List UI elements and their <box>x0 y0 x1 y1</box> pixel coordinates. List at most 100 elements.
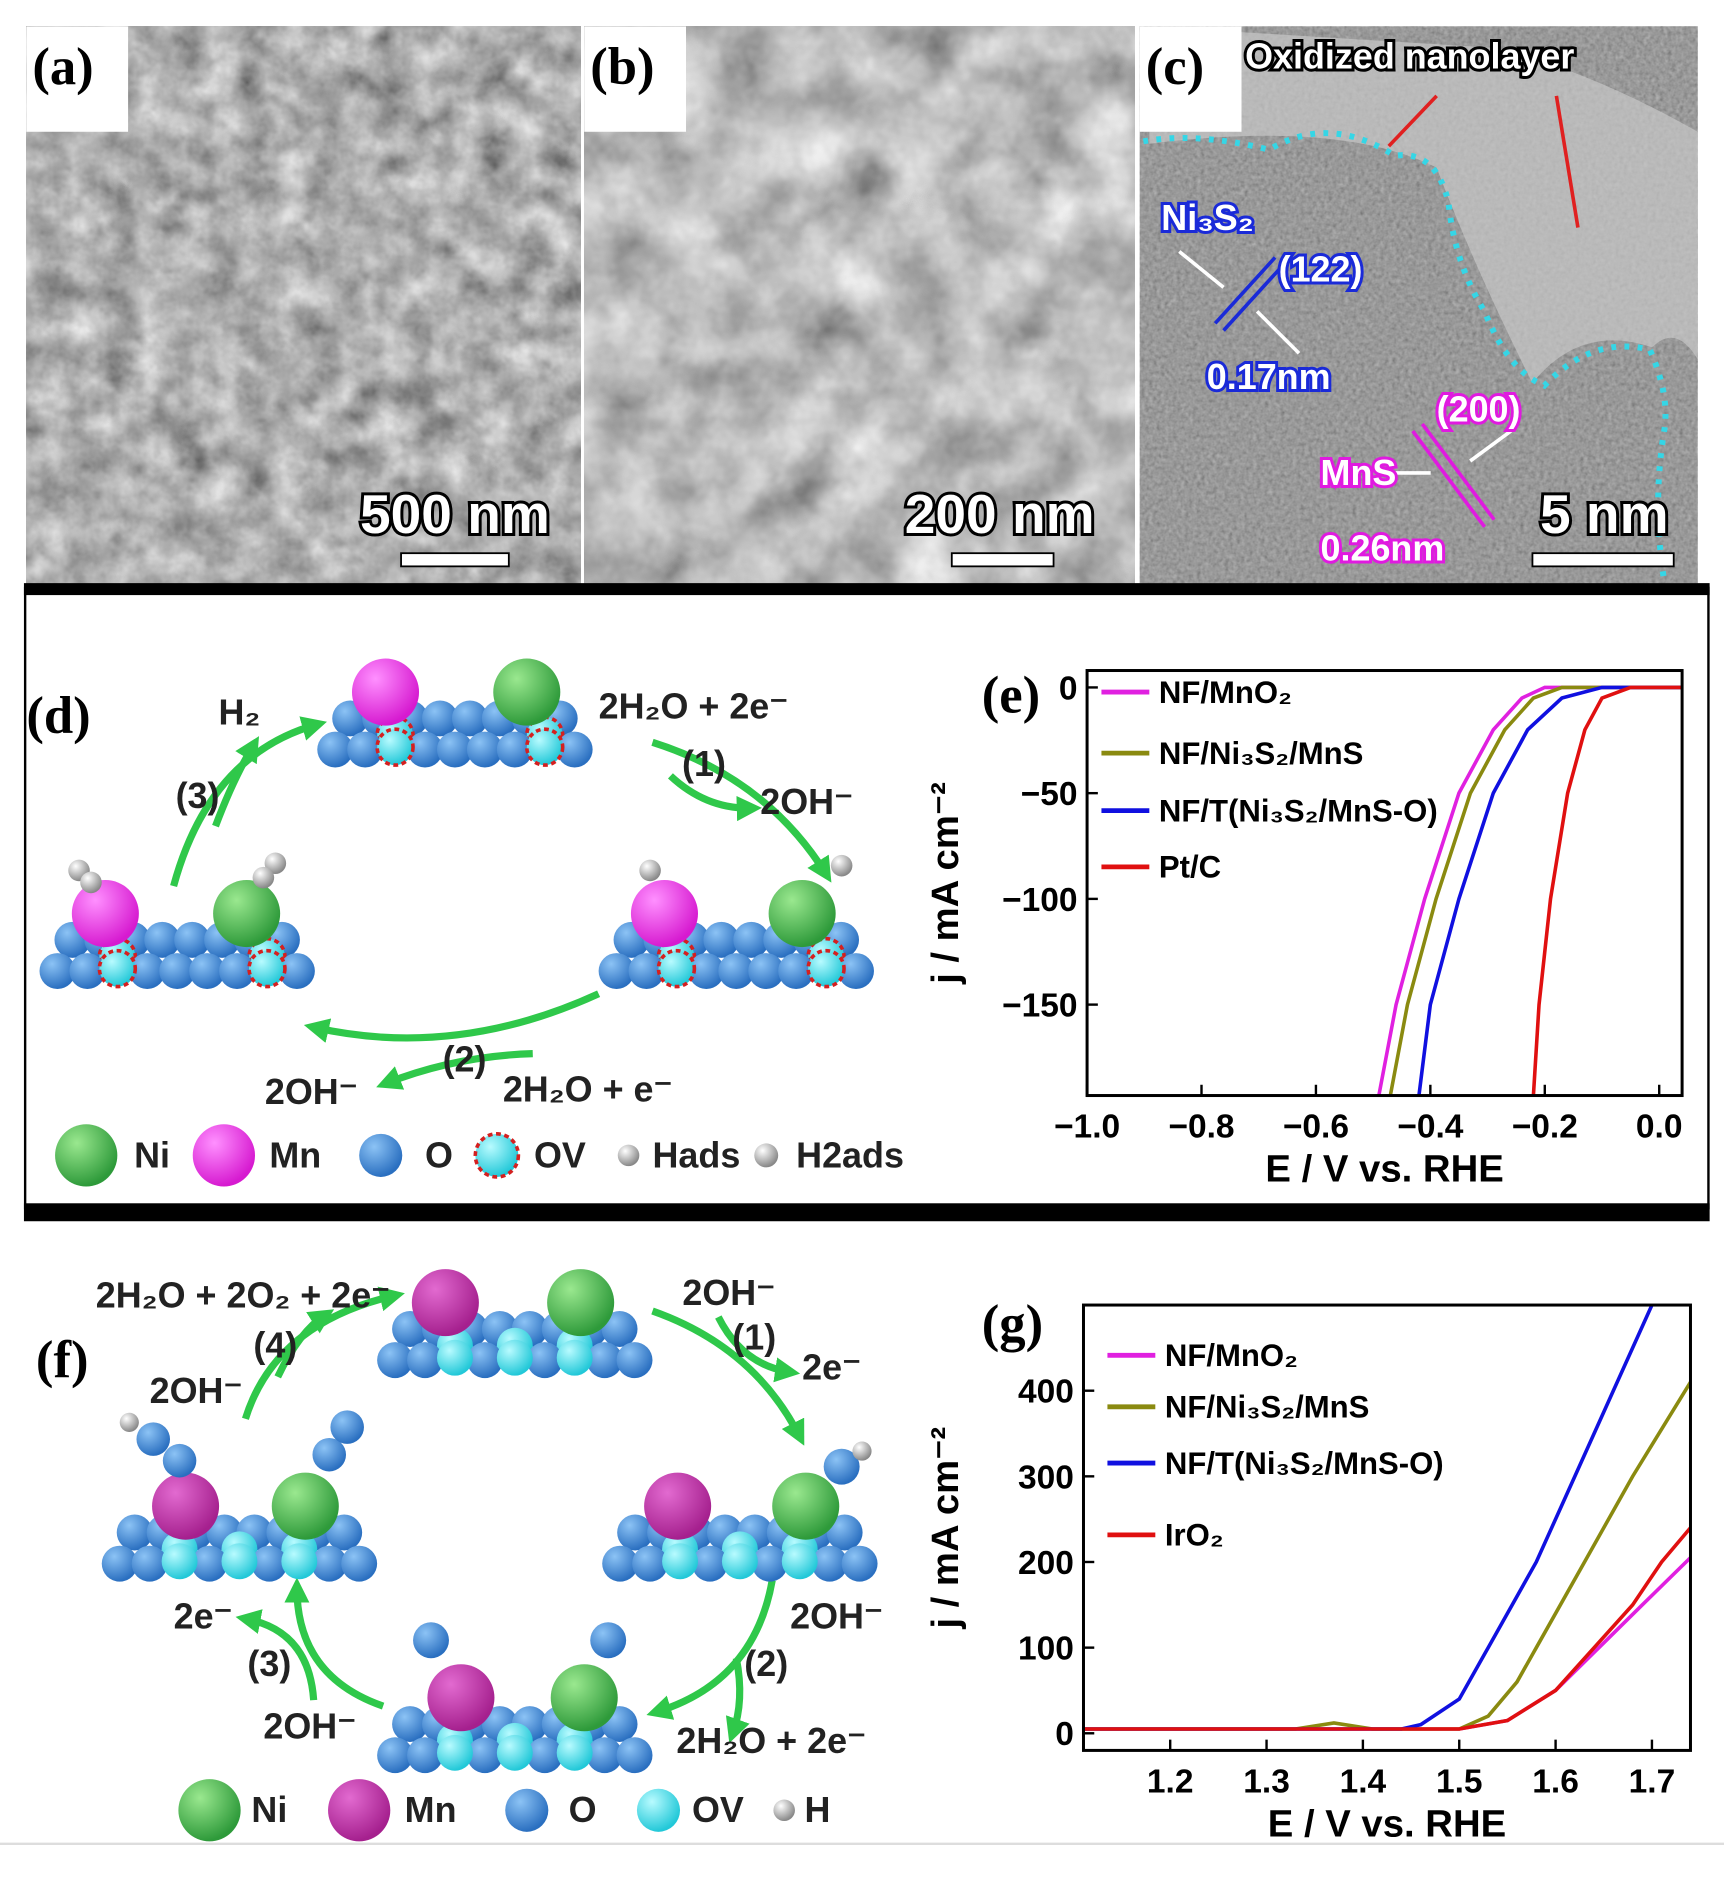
x-tick-label: −0.2 <box>1512 1108 1578 1145</box>
annotation: (122) <box>1279 248 1363 289</box>
reaction-label: 2e⁻ <box>174 1595 233 1636</box>
x-tick-label: 1.3 <box>1243 1763 1290 1800</box>
reaction-label: 2OH⁻ <box>263 1705 356 1746</box>
annotation: 0.17nm <box>1207 356 1331 397</box>
atom <box>806 948 846 989</box>
panel-label: (e) <box>982 666 1040 724</box>
atom <box>496 1339 533 1376</box>
arrow <box>170 716 327 887</box>
reaction-label: (1) <box>732 1316 776 1357</box>
atom <box>768 880 836 948</box>
series-line <box>1377 685 1683 1096</box>
y-tick-label: 0 <box>1059 670 1078 707</box>
atom <box>616 1737 653 1774</box>
arrow <box>667 773 762 822</box>
atom <box>598 953 635 989</box>
atom <box>493 658 561 726</box>
atom <box>632 1545 669 1582</box>
atom <box>644 1472 712 1540</box>
reaction-label: 2OH⁻ <box>760 781 853 822</box>
atom <box>162 1443 197 1478</box>
legend-label: NF/T(Ni₃S₂/MnS-O) <box>1165 1446 1444 1481</box>
atom <box>219 953 256 989</box>
atom <box>136 1422 171 1456</box>
atom <box>838 953 874 989</box>
x-tick-label: −1.0 <box>1054 1108 1120 1145</box>
atom <box>311 1545 348 1582</box>
annotation: Ni₃S₂ <box>1161 197 1253 238</box>
atom <box>69 953 106 989</box>
arrow <box>376 1050 533 1090</box>
atom <box>691 1545 728 1582</box>
atom <box>718 953 755 989</box>
atom <box>823 1448 860 1485</box>
x-axis-title: E / V vs. RHE <box>1268 1803 1506 1846</box>
reaction-label: (4) <box>253 1325 297 1366</box>
atom <box>436 731 473 768</box>
atom <box>772 1472 840 1540</box>
atom <box>662 1543 698 1580</box>
reaction-label: (2) <box>744 1643 788 1684</box>
atom <box>466 731 503 768</box>
legend-label: H2ads <box>796 1134 904 1175</box>
legend-label: O <box>425 1134 453 1175</box>
atom <box>524 727 565 767</box>
atom <box>174 921 211 958</box>
atom <box>505 1788 549 1832</box>
scale-bar-label: 200 nm <box>905 483 1095 545</box>
arrow <box>651 738 832 883</box>
plot-lines <box>1377 685 1683 1096</box>
atom <box>586 1737 623 1774</box>
atom <box>466 1737 503 1774</box>
atom <box>773 1799 795 1822</box>
series-line <box>1083 1381 1691 1731</box>
atom <box>754 1143 779 1168</box>
reaction-label: 2H₂O + e⁻ <box>503 1069 673 1110</box>
atom <box>496 731 533 768</box>
legend-label: Hads <box>652 1134 740 1175</box>
atom <box>852 1441 872 1461</box>
atom <box>359 1133 403 1177</box>
label-box <box>584 26 687 132</box>
legend-label: Ni <box>134 1134 170 1175</box>
panel-label: (c) <box>1146 38 1204 96</box>
atom <box>602 1545 639 1582</box>
atom <box>733 921 770 958</box>
x-tick-label: 1.2 <box>1147 1763 1194 1800</box>
atom <box>407 1342 443 1379</box>
panel-label: (g) <box>982 1295 1043 1353</box>
atom <box>375 727 415 767</box>
reaction-label: 2OH⁻ <box>265 1071 358 1112</box>
atom <box>841 1545 878 1582</box>
reaction-label: 2H₂O + 2e⁻ <box>599 685 789 726</box>
reaction-label: 2H₂O + 2e⁻ <box>676 1720 866 1761</box>
atom <box>688 953 725 989</box>
atom <box>526 1737 563 1774</box>
series-line <box>1388 685 1683 1096</box>
atom <box>550 1664 618 1732</box>
atom <box>252 866 275 889</box>
y-tick-label: 0 <box>1055 1716 1074 1753</box>
panel-label: (a) <box>32 38 93 96</box>
x-axis-title: E / V vs. RHE <box>1265 1148 1503 1191</box>
atom <box>159 953 196 989</box>
panel-label: (f) <box>36 1331 89 1389</box>
label-box <box>1139 26 1242 132</box>
atom <box>656 948 697 989</box>
scale-bar <box>950 552 1055 568</box>
atom <box>71 880 139 948</box>
scale-bar-label: 500 nm <box>360 483 550 545</box>
atom <box>328 1779 391 1842</box>
separator <box>23 1203 1710 1222</box>
reaction-label: (3) <box>247 1643 291 1684</box>
atom <box>377 1342 414 1379</box>
x-tick-label: −0.8 <box>1168 1108 1234 1145</box>
atom <box>617 1514 654 1551</box>
reaction-label: (1) <box>682 743 726 784</box>
atom <box>630 880 698 948</box>
legend-label: Mn <box>405 1789 457 1830</box>
atom <box>751 1545 788 1582</box>
atom <box>377 1737 414 1774</box>
atom <box>178 1779 241 1842</box>
